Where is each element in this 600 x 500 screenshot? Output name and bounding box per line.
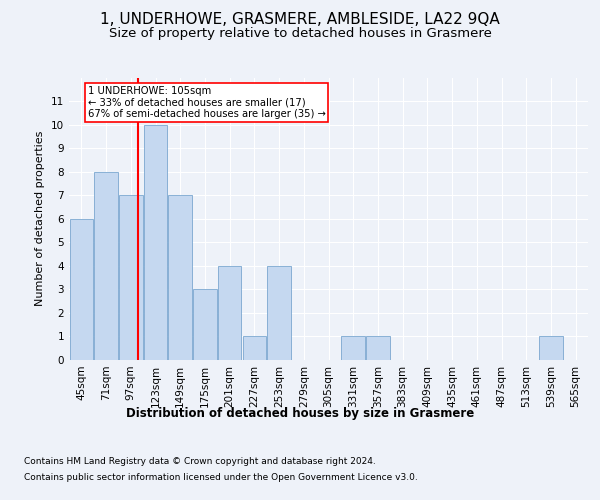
- Text: Distribution of detached houses by size in Grasmere: Distribution of detached houses by size …: [126, 408, 474, 420]
- Text: Contains HM Land Registry data © Crown copyright and database right 2024.: Contains HM Land Registry data © Crown c…: [24, 458, 376, 466]
- Bar: [366, 336, 389, 360]
- Bar: [193, 290, 217, 360]
- Text: Size of property relative to detached houses in Grasmere: Size of property relative to detached ho…: [109, 28, 491, 40]
- Text: 1, UNDERHOWE, GRASMERE, AMBLESIDE, LA22 9QA: 1, UNDERHOWE, GRASMERE, AMBLESIDE, LA22 …: [100, 12, 500, 28]
- Text: Contains public sector information licensed under the Open Government Licence v3: Contains public sector information licen…: [24, 472, 418, 482]
- Y-axis label: Number of detached properties: Number of detached properties: [35, 131, 46, 306]
- Bar: [268, 266, 291, 360]
- Bar: [242, 336, 266, 360]
- Bar: [144, 124, 167, 360]
- Text: 1 UNDERHOWE: 105sqm
← 33% of detached houses are smaller (17)
67% of semi-detach: 1 UNDERHOWE: 105sqm ← 33% of detached ho…: [88, 86, 325, 119]
- Bar: [341, 336, 365, 360]
- Bar: [169, 195, 192, 360]
- Bar: [94, 172, 118, 360]
- Bar: [119, 195, 143, 360]
- Bar: [70, 219, 93, 360]
- Bar: [539, 336, 563, 360]
- Bar: [218, 266, 241, 360]
